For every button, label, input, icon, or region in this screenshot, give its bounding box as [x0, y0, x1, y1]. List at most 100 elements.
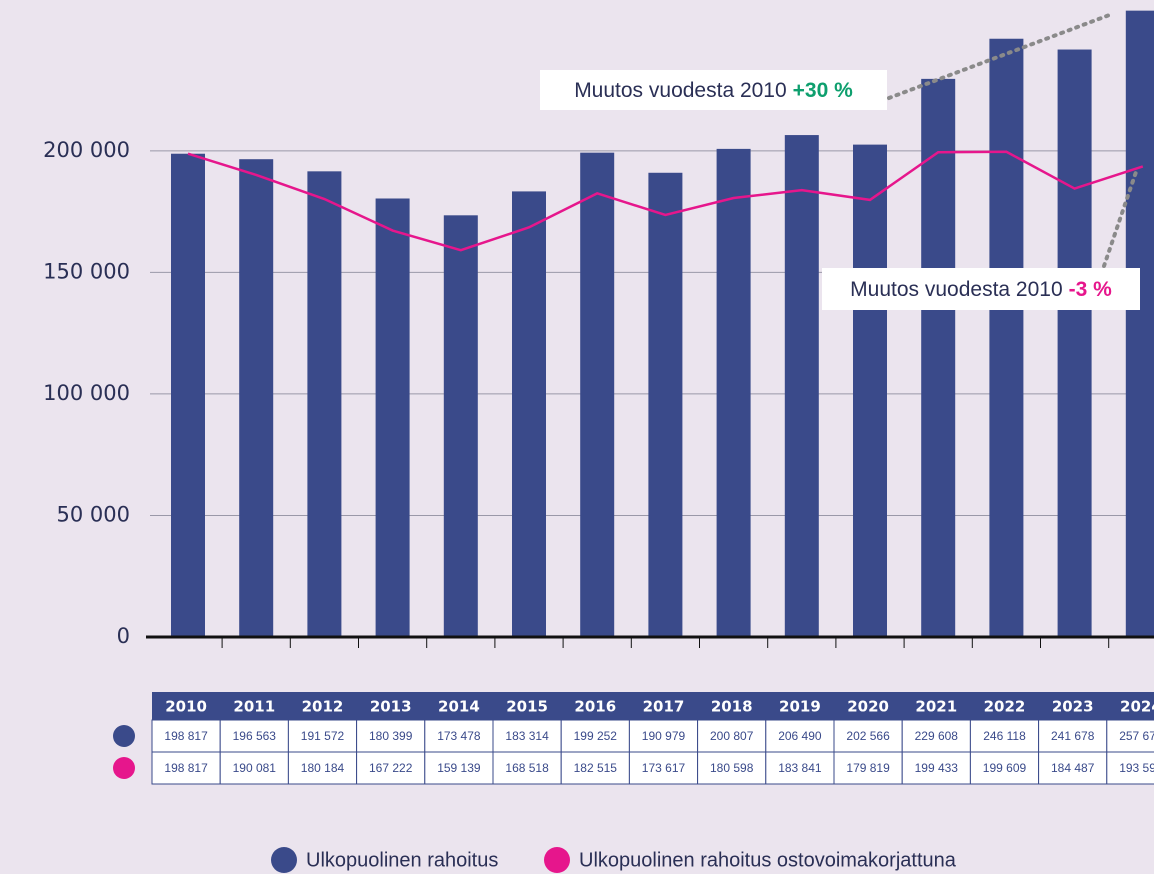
- table-value: 200 807: [710, 729, 754, 743]
- annotation-leader: [1102, 170, 1138, 268]
- x-tick-label: 2022: [984, 698, 1026, 716]
- table-value: 198 817: [164, 729, 208, 743]
- table-value: 180 598: [710, 761, 754, 775]
- bar: [512, 191, 546, 637]
- table-value: 159 139: [437, 761, 481, 775]
- x-tick-label: 2011: [233, 698, 275, 716]
- x-tick-label: 2013: [370, 698, 412, 716]
- table-cell: [560, 751, 630, 785]
- annotation-leader: [887, 12, 1114, 100]
- table-value: 199 609: [983, 761, 1027, 775]
- bar: [375, 198, 410, 637]
- table-value: 190 979: [642, 729, 686, 743]
- x-tick-label: 2012: [302, 698, 344, 716]
- bar: [921, 78, 956, 638]
- table-value: 199 252: [574, 729, 618, 743]
- table-cell: [1106, 751, 1154, 785]
- y-tick-label: 200 000: [43, 138, 130, 162]
- x-tick-label: 2019: [779, 698, 821, 716]
- table-value: 196 563: [233, 729, 277, 743]
- table-cell: [628, 751, 699, 785]
- table-cell: [833, 719, 903, 753]
- annotation: Muutos vuodesta 2010 +30 %: [574, 79, 853, 102]
- annotation-change: +30 %: [793, 79, 853, 102]
- legend-label: Ulkopuolinen rahoitus ostovoimakorjattun…: [579, 849, 957, 871]
- line: [187, 150, 1144, 252]
- table-value: 167 222: [369, 761, 413, 775]
- table-cell: [697, 751, 767, 785]
- bar: [307, 171, 342, 637]
- table-value: 193 596: [1119, 761, 1154, 775]
- table-value: 202 566: [846, 729, 890, 743]
- table-cell: [560, 719, 630, 753]
- legend-swatch: [113, 725, 135, 747]
- x-tick-label: 2017: [643, 698, 685, 716]
- legend-swatch: [271, 847, 297, 873]
- table-value: 199 433: [915, 761, 959, 775]
- bar: [580, 152, 615, 637]
- table-value: 191 572: [301, 729, 345, 743]
- annotation: Muutos vuodesta 2010 -3 %: [850, 278, 1112, 301]
- table-cell: [356, 719, 426, 753]
- table-value: 182 515: [574, 761, 618, 775]
- table-cell: [765, 751, 835, 785]
- table-value: 241 678: [1051, 729, 1095, 743]
- table-value: 180 184: [301, 761, 345, 775]
- table-value: 229 608: [915, 729, 959, 743]
- annotation-text: Muutos vuodesta 2010: [850, 278, 1062, 301]
- table-cell: [1106, 719, 1154, 753]
- table-value: 198 817: [164, 761, 208, 775]
- y-tick-label: 0: [117, 624, 130, 648]
- x-tick-label: 2018: [711, 698, 753, 716]
- table-cell: [492, 751, 562, 785]
- bar: [853, 144, 887, 637]
- x-tick-label: 2015: [506, 698, 548, 716]
- bar: [443, 215, 478, 638]
- table-cell: [424, 719, 494, 753]
- legend-label: Ulkopuolinen rahoitus: [306, 849, 498, 871]
- table-value: 184 487: [1051, 761, 1095, 775]
- annotation-change: -3 %: [1069, 278, 1113, 301]
- table-cell: [901, 719, 971, 753]
- x-tick-label: 2014: [438, 698, 480, 716]
- legend-swatch: [113, 757, 135, 779]
- legend-swatch: [544, 847, 570, 873]
- bar: [1125, 10, 1154, 637]
- table-value: 179 819: [846, 761, 890, 775]
- table-value: 257 676: [1119, 729, 1154, 743]
- x-tick-label: 2024: [1120, 698, 1154, 716]
- table-cell: [151, 719, 221, 753]
- annotation-text: Muutos vuodesta 2010: [574, 79, 786, 102]
- x-tick-label: 2020: [847, 698, 889, 716]
- table-value: 183 841: [778, 761, 822, 775]
- bar: [784, 135, 819, 637]
- bar: [989, 38, 1024, 637]
- table-cell: [219, 719, 289, 753]
- x-tick-label: 2023: [1052, 698, 1094, 716]
- table-header: [152, 692, 1154, 720]
- table-value: 246 118: [983, 729, 1026, 743]
- table-value: 173 478: [437, 729, 481, 743]
- x-tick-label: 2016: [574, 698, 616, 716]
- y-tick-label: 150 000: [43, 259, 130, 283]
- annotation-box: [822, 268, 1140, 310]
- table-cell: [424, 751, 494, 785]
- bar: [1057, 49, 1092, 637]
- table-value: 180 399: [369, 729, 413, 743]
- table-value: 190 081: [233, 761, 277, 775]
- y-tick-label: 50 000: [57, 502, 130, 526]
- table-value: 206 490: [778, 729, 822, 743]
- table-cell: [151, 751, 221, 785]
- table-cell: [492, 719, 562, 753]
- table-cell: [356, 751, 426, 785]
- y-tick-label: 100 000: [43, 381, 130, 405]
- table-value: 168 518: [505, 761, 549, 775]
- annotation-box: [540, 70, 887, 110]
- table-cell: [969, 751, 1040, 785]
- table-cell: [628, 719, 699, 753]
- table-value: 173 617: [642, 761, 686, 775]
- bar: [171, 153, 205, 638]
- bar: [239, 159, 274, 637]
- x-tick-label: 2021: [915, 698, 957, 716]
